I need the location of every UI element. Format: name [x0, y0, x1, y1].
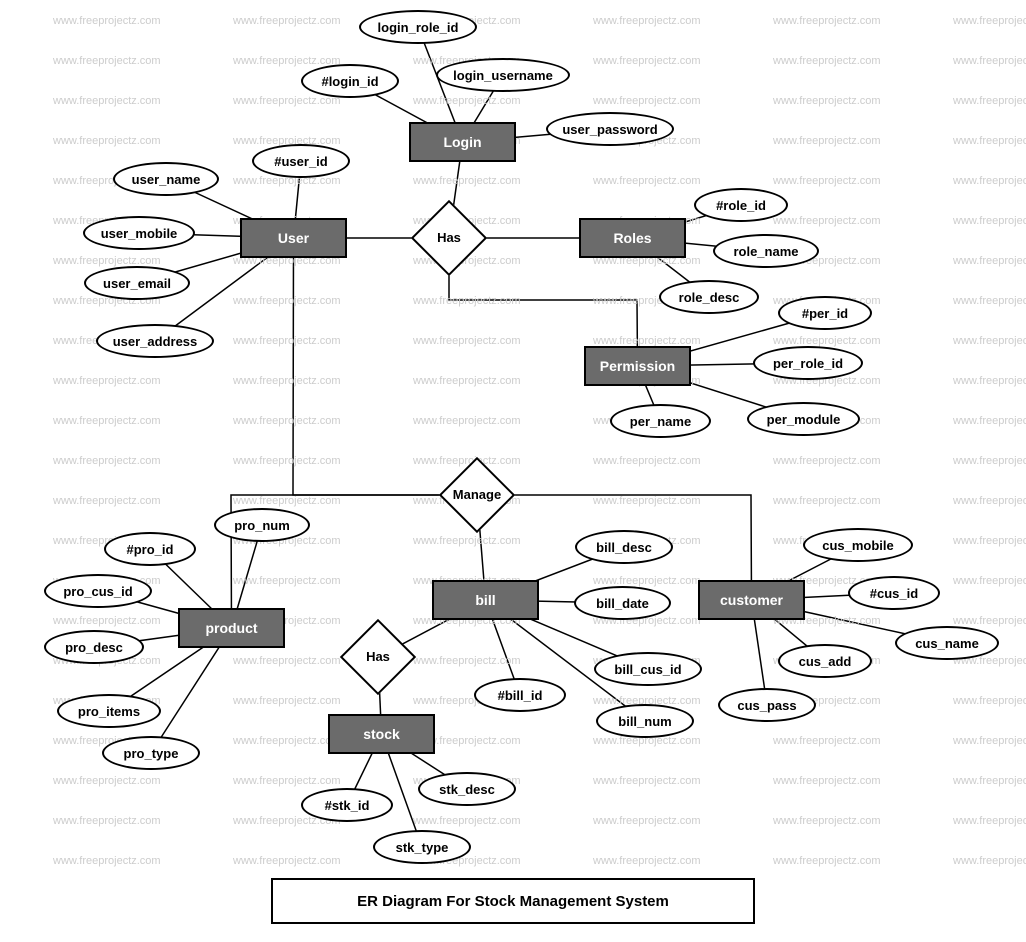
- attribute-bill_cus_id: bill_cus_id: [594, 652, 702, 686]
- attribute-bill_date: bill_date: [574, 586, 671, 620]
- relationship-manage: Manage: [447, 487, 507, 502]
- attribute-role_desc: role_desc: [659, 280, 759, 314]
- attribute-pro_type: pro_type: [102, 736, 200, 770]
- node-layer: Login User Roles Permission product bill custo…: [0, 0, 1026, 942]
- entity-customer: customer: [698, 580, 805, 620]
- attribute-per_role_id: per_role_id: [753, 346, 863, 380]
- attribute-cus_add: cus_add: [778, 644, 872, 678]
- entity-roles: Roles: [579, 218, 686, 258]
- attribute-bill_num: bill_num: [596, 704, 694, 738]
- attribute-bill_id: #bill_id: [474, 678, 566, 712]
- entity-product: product: [178, 608, 285, 648]
- attribute-user_id: #user_id: [252, 144, 350, 178]
- entity-user: User: [240, 218, 347, 258]
- attribute-login_role_id: login_role_id: [359, 10, 477, 44]
- attribute-pro_num: pro_num: [214, 508, 310, 542]
- attribute-stk_type: stk_type: [373, 830, 471, 864]
- attribute-user_address: user_address: [96, 324, 214, 358]
- attribute-role_name: role_name: [713, 234, 819, 268]
- attribute-login_username: login_username: [436, 58, 570, 92]
- attribute-cus_name: cus_name: [895, 626, 999, 660]
- attribute-role_id: #role_id: [694, 188, 788, 222]
- attribute-stk_desc: stk_desc: [418, 772, 516, 806]
- attribute-user_name: user_name: [113, 162, 219, 196]
- attribute-user_mobile: user_mobile: [83, 216, 195, 250]
- attribute-bill_desc: bill_desc: [575, 530, 673, 564]
- attribute-stk_id: #stk_id: [301, 788, 393, 822]
- attribute-pro_items: pro_items: [57, 694, 161, 728]
- attribute-pro_desc: pro_desc: [44, 630, 144, 664]
- relationship-has1: Has: [419, 230, 479, 245]
- entity-login: Login: [409, 122, 516, 162]
- attribute-cus_id: #cus_id: [848, 576, 940, 610]
- attribute-user_email: user_email: [84, 266, 190, 300]
- attribute-per_id: #per_id: [778, 296, 872, 330]
- attribute-cus_pass: cus_pass: [718, 688, 816, 722]
- entity-bill: bill: [432, 580, 539, 620]
- attribute-pro_id: #pro_id: [104, 532, 196, 566]
- attribute-user_password: user_password: [546, 112, 674, 146]
- attribute-login_id: #login_id: [301, 64, 399, 98]
- attribute-pro_cus_id: pro_cus_id: [44, 574, 152, 608]
- entity-stock: stock: [328, 714, 435, 754]
- attribute-per_module: per_module: [747, 402, 860, 436]
- entity-permission: Permission: [584, 346, 691, 386]
- attribute-cus_mobile: cus_mobile: [803, 528, 913, 562]
- attribute-per_name: per_name: [610, 404, 711, 438]
- relationship-has2: Has: [348, 649, 408, 664]
